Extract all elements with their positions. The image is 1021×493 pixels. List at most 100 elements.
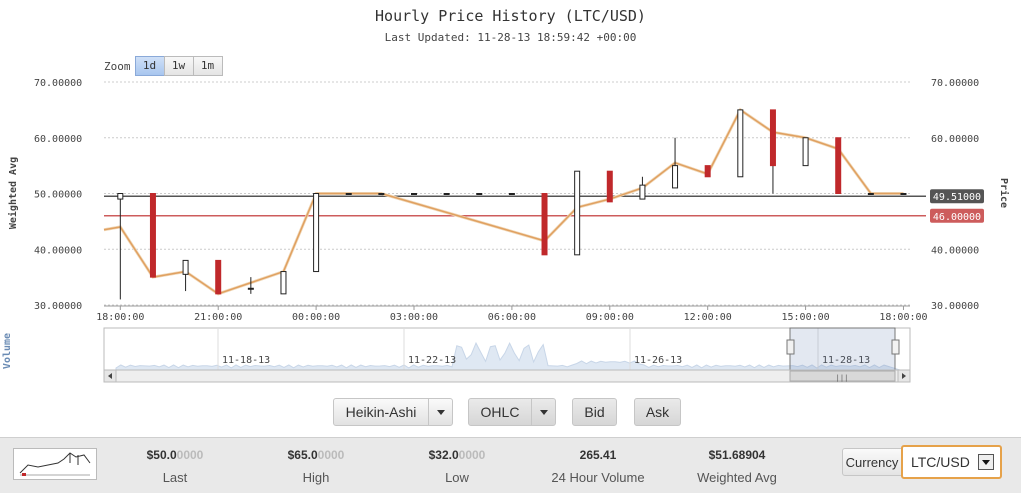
series-dropdown[interactable]: OHLC <box>468 398 556 426</box>
candle-body <box>802 137 809 167</box>
stat-low-dim: 0000 <box>458 448 486 462</box>
chart-type-dropdown[interactable]: Heikin-Ashi <box>333 398 453 426</box>
dropdown-arrow-icon[interactable] <box>978 454 994 470</box>
y-tick-label-left: 40.00000 <box>34 245 82 256</box>
y-tick-label-right: 30.00000 <box>931 301 979 312</box>
stat-volume: 265.41 24 Hour Volume <box>542 448 654 485</box>
zoom-label: Zoom <box>104 59 131 73</box>
candle-body <box>313 193 320 273</box>
candle-body <box>541 193 548 256</box>
zoom-1d-button[interactable]: 1d <box>134 56 165 76</box>
zoom-1w-button[interactable]: 1w <box>163 56 194 76</box>
stat-volume-label: 24 Hour Volume <box>551 470 645 485</box>
scrollbar-thumb <box>789 370 896 382</box>
candle-body <box>508 193 515 195</box>
stat-high-value: $65.0 <box>287 448 318 462</box>
x-tick-label: 15:00:00 <box>781 312 829 323</box>
navigator-handle[interactable] <box>891 339 900 355</box>
candle-body <box>443 193 450 195</box>
chart-thumbnail[interactable] <box>13 448 97 480</box>
navigator-volume-label: Volume <box>2 333 13 369</box>
candle-body <box>149 193 156 278</box>
y-axis-label-right: Price <box>998 178 1010 208</box>
weighted-avg-line <box>103 108 904 295</box>
x-tick-label: 06:00:00 <box>488 312 536 323</box>
zoom-control: Zoom 1d 1w 1m <box>104 56 223 76</box>
stat-weighted-avg-label: Weighted Avg <box>697 470 777 485</box>
x-tick-label: 00:00:00 <box>292 312 340 323</box>
price-line-label: 49.51000 <box>933 192 981 203</box>
mini-chart-icon <box>19 452 91 476</box>
series-label: OHLC <box>480 404 520 420</box>
stat-last: $50.00000 Last <box>120 448 230 485</box>
scrollbar-track <box>103 369 911 383</box>
candle-body <box>672 165 679 189</box>
stat-weighted-avg-value: $51.68904 <box>708 448 766 462</box>
candle-body <box>182 259 189 275</box>
chevron-down-icon <box>540 409 548 415</box>
stat-last-dim: 0000 <box>176 448 204 462</box>
stat-low-value: $32.0 <box>428 448 459 462</box>
chart-type-label: Heikin-Ashi <box>345 404 417 420</box>
x-tick-label: 21:00:00 <box>194 312 242 323</box>
x-tick-label: 03:00:00 <box>390 312 438 323</box>
currency-label: Currency <box>842 448 902 476</box>
scrollbar-grip-icon: ||| <box>836 374 849 382</box>
navigator-handle[interactable] <box>786 339 795 355</box>
x-tick-label: 18:00:00 <box>96 312 144 323</box>
candle-body <box>247 287 254 290</box>
stat-low-label: Low <box>445 470 469 485</box>
candle-body <box>606 170 613 203</box>
currency-select[interactable]: LTC/USD <box>901 445 1002 479</box>
candle-body <box>215 259 222 295</box>
navigator-date-label: 11-28-13 <box>822 355 870 366</box>
price-line-label: 46.00000 <box>933 212 981 223</box>
y-tick-label-left: 60.00000 <box>34 134 82 145</box>
candle-body <box>345 193 352 195</box>
price-line-badge <box>930 189 984 204</box>
stat-last-value: $50.0 <box>146 448 177 462</box>
candle-body <box>378 193 385 195</box>
navigator-date-label: 11-26-13 <box>634 355 682 366</box>
y-axis-label-left: Weighted Avg <box>7 157 19 229</box>
x-tick-label: 18:00:00 <box>879 312 927 323</box>
candle-body <box>900 193 907 195</box>
candle-body <box>574 170 581 256</box>
stat-high-dim: 0000 <box>317 448 345 462</box>
x-tick-label: 12:00:00 <box>684 312 732 323</box>
last-updated: Last Updated: 11-28-13 18:59:42 +00:00 <box>384 31 637 44</box>
stat-weighted-avg: $51.68904 Weighted Avg <box>682 448 792 485</box>
candle-body <box>704 165 711 178</box>
candle-body <box>117 193 124 200</box>
weighted-avg-line-glow <box>103 107 904 296</box>
candle-body <box>737 109 744 178</box>
chart-options-bar: Heikin-Ashi OHLC Bid Ask <box>0 398 1021 428</box>
candle-body <box>835 137 842 194</box>
chevron-right-icon <box>902 373 906 379</box>
candle-body <box>476 193 483 195</box>
currency-selected: LTC/USD <box>911 454 970 470</box>
y-tick-label-left: 50.00000 <box>34 190 82 201</box>
stat-last-label: Last <box>162 470 188 485</box>
chevron-down-icon <box>437 409 445 415</box>
candle-body <box>867 193 874 195</box>
ask-button[interactable]: Ask <box>634 398 681 426</box>
chevron-left-icon <box>108 373 112 379</box>
price-chart[interactable]: 30.00000 30.00000 40.00000 40.00000 50.00000… <box>0 0 1021 395</box>
y-tick-label-left: 30.00000 <box>34 301 82 312</box>
candle-body <box>639 184 646 200</box>
x-tick-label: 09:00:00 <box>586 312 634 323</box>
navigator-volume-area <box>115 341 901 371</box>
bid-button[interactable]: Bid <box>572 398 617 426</box>
stat-high-label: High <box>302 470 330 485</box>
stat-high: $65.00000 High <box>261 448 371 485</box>
y-tick-label-right: 60.00000 <box>931 134 979 145</box>
zoom-1m-button[interactable]: 1m <box>192 56 223 76</box>
stat-volume-value: 265.41 <box>579 448 617 462</box>
ticker-footer: $50.00000 Last $65.00000 High $32.00000 … <box>0 437 1021 493</box>
y-tick-label-left: 70.00000 <box>34 78 82 89</box>
stat-low: $32.00000 Low <box>402 448 512 485</box>
navigator-date-label: 11-18-13 <box>222 355 270 366</box>
candle-body <box>411 193 417 195</box>
y-tick-label-right: 70.00000 <box>931 78 979 89</box>
